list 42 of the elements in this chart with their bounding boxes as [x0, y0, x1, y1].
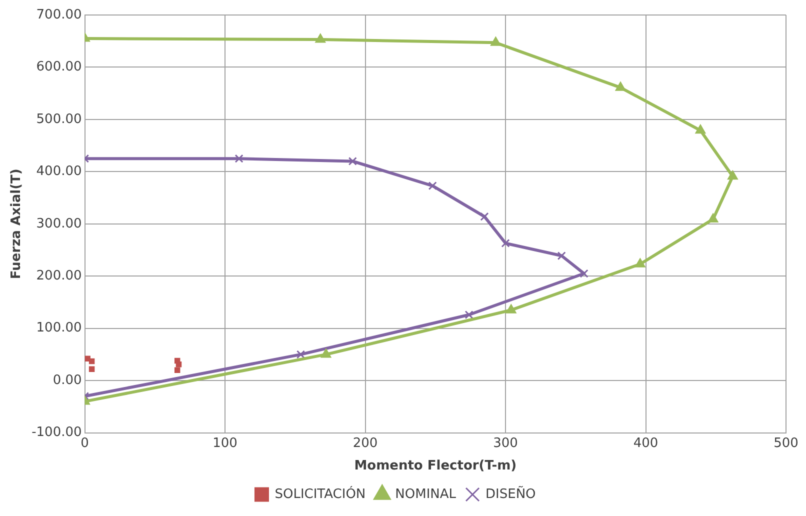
x-tick-label: 100	[212, 436, 238, 451]
point	[501, 238, 510, 248]
point	[428, 181, 437, 190]
legend-label: DISEÑO	[486, 486, 536, 502]
point	[234, 154, 244, 163]
x-tick-label: 500	[774, 436, 798, 451]
y-tick-label: 300.00	[36, 216, 82, 232]
point	[557, 251, 566, 260]
y-tick-label: 700.00	[36, 7, 82, 22]
y-tick-label: 100.00	[36, 320, 82, 336]
x-axis-title: Momento Flector(T-m)	[354, 458, 517, 474]
point	[728, 170, 738, 180]
x-tick-label: 300	[493, 436, 518, 451]
point	[580, 269, 588, 278]
y-tick-label: 200.00	[36, 268, 82, 284]
x-tick-label: 400	[633, 436, 658, 451]
point	[635, 258, 646, 268]
point	[695, 124, 706, 134]
y-tick-label: 400.00	[36, 164, 82, 180]
x-tick-label: 0	[80, 436, 89, 451]
point	[480, 212, 489, 221]
y-tick-label: -100.00	[32, 425, 82, 440]
point	[464, 310, 474, 320]
point	[615, 82, 626, 91]
point	[490, 36, 501, 46]
point	[88, 366, 95, 372]
point	[296, 350, 306, 359]
point	[708, 213, 718, 222]
point	[320, 348, 332, 358]
point	[315, 34, 326, 43]
y-axis-title: Fuerza Axial(T)	[9, 168, 24, 280]
point	[176, 362, 182, 368]
legend-label: SOLICITACIÓN	[274, 484, 366, 502]
x-tick-label: 200	[352, 436, 378, 451]
y-tick-label: 600.00	[36, 60, 82, 75]
y-tick-label: 0.00	[52, 372, 82, 388]
point	[506, 304, 516, 314]
point	[174, 367, 180, 373]
point	[88, 358, 95, 364]
legend-label: NOMINAL	[395, 486, 457, 502]
point	[348, 156, 357, 166]
y-tick-label: 500.00	[36, 112, 82, 127]
